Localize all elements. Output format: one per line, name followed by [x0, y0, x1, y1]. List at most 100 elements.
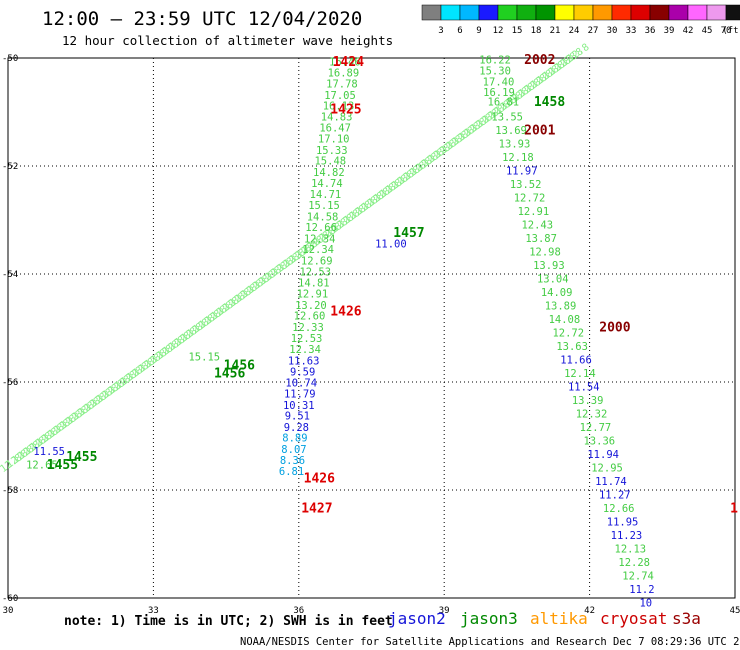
color-scale-label: 27: [588, 26, 599, 36]
data-point-label: 11.23: [611, 530, 643, 542]
data-point-label: 12.72: [552, 327, 584, 339]
x-tick-label: 39: [439, 606, 450, 616]
color-swatch: [554, 4, 575, 21]
x-tick-label: 45: [730, 606, 740, 616]
track-label: 1456: [214, 366, 245, 381]
mission-altika: altika: [530, 609, 588, 628]
color-swatch: [592, 4, 613, 21]
data-point-label: 12.32: [576, 408, 608, 420]
data-point-label: 15.15: [188, 352, 220, 364]
data-point-label: 14.82: [313, 167, 345, 179]
data-point-label: 16.13: [323, 101, 355, 113]
data-point-label: 12.34: [289, 344, 321, 356]
data-point-label: 6.81: [279, 466, 304, 478]
data-point-label: 13.04: [537, 273, 569, 285]
data-point-label: 16.46: [329, 56, 361, 68]
data-point-label: 12.53: [291, 333, 323, 345]
data-point-label: 9.51: [285, 411, 310, 423]
data-point-label: 12.95: [591, 462, 623, 474]
data-point-label: 10: [639, 597, 652, 609]
data-point-label: 16.89: [328, 68, 360, 80]
credit-line: NOAA/NESDIS Center for Satellite Applica…: [240, 636, 740, 648]
data-point-label: 16.47: [319, 123, 351, 135]
data-point-label: 15.48: [314, 156, 346, 168]
color-swatch: [630, 4, 651, 21]
data-point-label: 16.19: [483, 87, 515, 99]
data-point-label: 13.55: [491, 111, 523, 123]
color-swatch: [516, 4, 537, 21]
data-point-label: 8.89: [282, 433, 307, 445]
data-point-label: 12.33: [292, 322, 324, 334]
data-point-label: 9.59: [290, 366, 315, 378]
data-point-label: 17.40: [483, 76, 515, 88]
color-swatch: [706, 4, 727, 21]
axis-ticks: 30 33 36 39 42 45 -50 -52 -54 -56 -58 -60: [2, 54, 740, 616]
track-label: 1424: [333, 55, 364, 70]
mission-s3a: s3a: [672, 609, 701, 628]
data-point-label: 11.79: [284, 388, 316, 400]
data-point-label: 17.78: [326, 78, 358, 90]
color-scale-label: 30: [607, 26, 618, 36]
data-point-label: 13.36: [583, 435, 615, 447]
data-point-label: 13.39: [572, 395, 604, 407]
data-point-label: 11.95: [607, 516, 639, 528]
data-point-label: 12.66: [603, 503, 635, 515]
x-tick-label: 33: [148, 606, 159, 616]
color-scale-label: 12: [493, 26, 504, 36]
data-point-label: 10.31: [283, 400, 315, 412]
y-tick-label: -50: [2, 54, 18, 64]
color-swatch: [497, 4, 518, 21]
data-point-label: 11.94: [587, 449, 619, 461]
data-point-label: 15.15: [308, 200, 340, 212]
color-scale-label: 33: [626, 26, 637, 36]
track-label: 1426: [304, 472, 335, 487]
data-point-label: 12.34: [302, 244, 334, 256]
color-scale-label: 45: [702, 26, 713, 36]
track-label: 2000: [599, 321, 630, 336]
color-swatch: [459, 4, 480, 21]
data-point-label: 14.74: [311, 178, 343, 190]
data-point-label: 12.28: [618, 557, 650, 569]
data-point-label: 12.14: [564, 368, 596, 380]
data-point-label: 11.55: [33, 446, 65, 458]
color-swatch: [687, 4, 708, 21]
data-point-label: 9.28: [284, 422, 309, 434]
track-label: 1: [730, 501, 738, 516]
color-scale-label: 21: [550, 26, 561, 36]
color-swatch: [573, 4, 594, 21]
data-point-label: 12.98: [529, 246, 561, 258]
data-point-label: 12.43: [521, 219, 553, 231]
color-swatch: [649, 4, 670, 21]
data-point-label: 8.07: [281, 444, 306, 456]
track-label: 1458: [534, 95, 565, 110]
data-point-label: 13.93: [533, 260, 565, 272]
data-point-label: 12.53: [299, 266, 331, 278]
y-tick-label: -56: [2, 378, 18, 388]
track-label: 1427: [301, 501, 332, 516]
track-label: 2001: [524, 123, 555, 138]
track-label: 2002: [524, 53, 555, 68]
y-tick-label: -54: [2, 270, 18, 280]
chart-subtitle: 12 hour collection of altimeter wave hei…: [62, 33, 394, 48]
data-point-label: 12.60: [294, 311, 326, 323]
data-point-label: 14.09: [541, 287, 573, 299]
data-point-label: 12.91: [518, 206, 550, 218]
color-scale-label: 6: [457, 26, 462, 36]
data-point-label: 12.74: [622, 570, 654, 582]
data-point-label: 11.2: [629, 584, 654, 596]
data-point-label: 12.69: [301, 256, 333, 268]
data-point-label: 17.10: [318, 134, 350, 146]
swath-mark: 12.8: [565, 42, 591, 65]
track-label: 1457: [393, 226, 424, 241]
color-swatch: [421, 4, 442, 21]
data-point-label: 14.08: [549, 314, 581, 326]
color-scale-label: 3: [438, 26, 443, 36]
data-point-label: 11.54: [568, 381, 600, 393]
color-swatch: [535, 4, 556, 21]
data-point-label: 13.20: [295, 300, 327, 312]
data-point-label: 12.91: [297, 289, 329, 301]
color-swatch: [725, 4, 740, 21]
chart-title: 12:00 – 23:59 UTC 12/04/2020: [42, 8, 363, 30]
data-point-label: 16.81: [488, 96, 520, 108]
